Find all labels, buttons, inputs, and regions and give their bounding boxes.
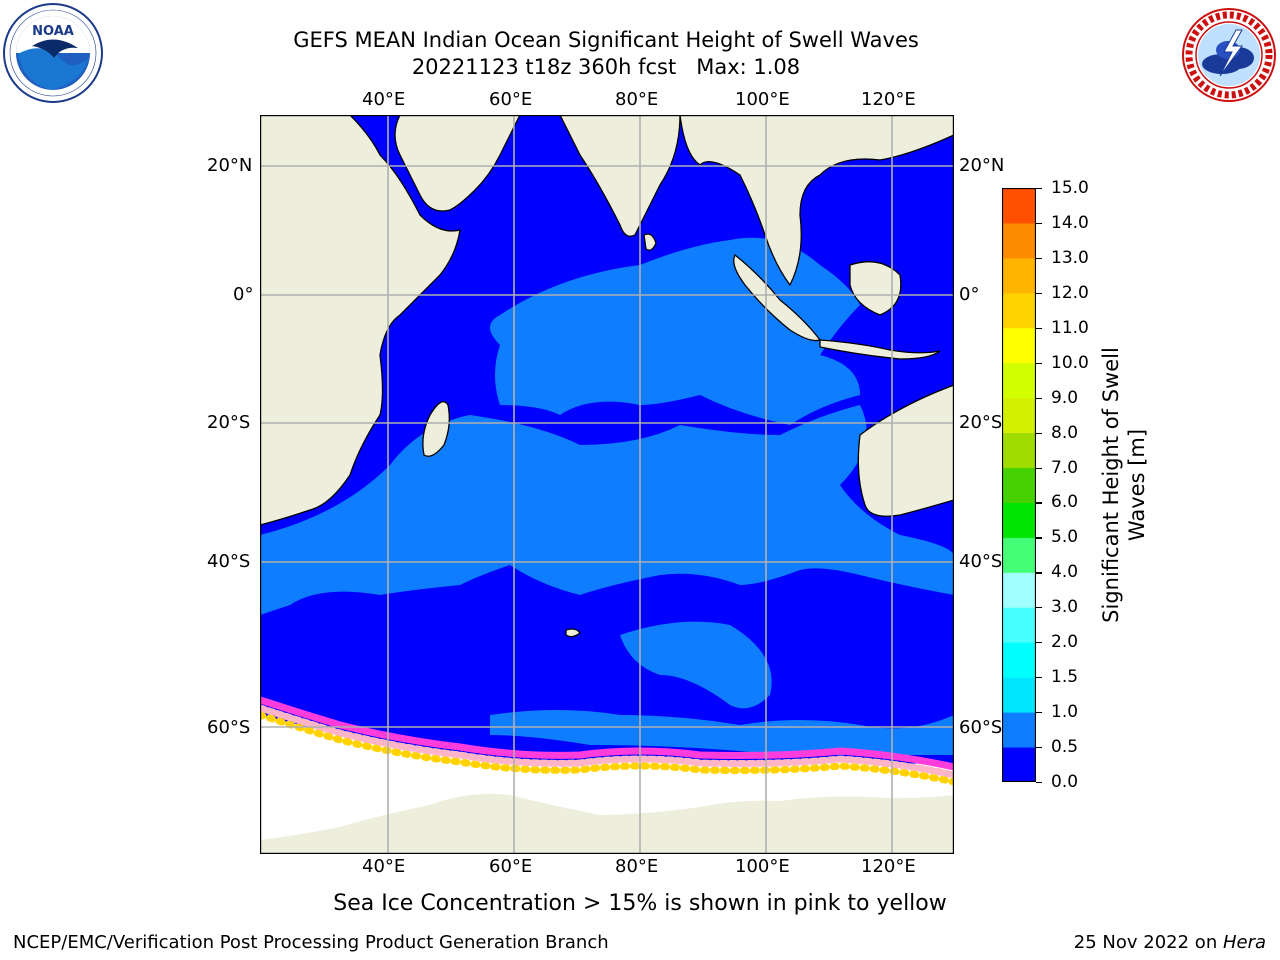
- colorbar-tick-label: 15.0: [1051, 178, 1089, 198]
- sea-ice-note: Sea Ice Concentration > 15% is shown in …: [333, 891, 947, 916]
- footer-machine: Hera: [1222, 932, 1266, 953]
- lat-label-right: 20°S: [959, 412, 1003, 433]
- colorbar-tick-mark: [1036, 188, 1042, 190]
- lon-label-top: 120°E: [861, 89, 916, 110]
- colorbar-band: [1002, 257, 1036, 294]
- colorbar: [1002, 188, 1036, 782]
- colorbar-band: [1002, 467, 1036, 503]
- colorbar-band: [1002, 432, 1036, 469]
- colorbar-tick-label: 13.0: [1051, 247, 1089, 268]
- colorbar-tick-label: 4.0: [1051, 562, 1079, 583]
- colorbar-tick-label: 0.0: [1051, 772, 1079, 792]
- noaa-logo-icon: NOAA: [3, 3, 103, 103]
- lat-label-left: 60°S: [207, 717, 251, 738]
- colorbar-tick-label: 1.0: [1051, 702, 1079, 723]
- sea-ice-area: [260, 715, 954, 840]
- colorbar-band: [1002, 502, 1036, 538]
- colorbar-tick-labels: 0.0 0.5 1.0 1.5 2.0 3.0 4.0 5.0 6.0 7.0 8.0 9.0 10.0…: [1036, 179, 1096, 791]
- colorbar-tick-mark: [1036, 502, 1042, 504]
- colorbar-tick-label: 14.0: [1051, 212, 1089, 233]
- lat-label-right: 40°S: [959, 551, 1003, 572]
- colorbar-band: [1002, 712, 1036, 748]
- noaa-logo-text: NOAA: [32, 24, 74, 39]
- colorbar-tick-label: 7.0: [1051, 457, 1079, 478]
- colorbar-band: [1002, 572, 1036, 608]
- colorbar-tick-label: 8.0: [1051, 422, 1079, 443]
- colorbar-tick-mark: [1036, 467, 1042, 469]
- colorbar-band: [1002, 642, 1036, 678]
- colorbar-band: [1002, 537, 1036, 573]
- map-area: [259, 114, 955, 855]
- colorbar-label-line1: Significant Height of Swell: [1099, 347, 1123, 623]
- lat-label-right: 0°: [959, 284, 980, 305]
- lat-label-right: 60°S: [959, 717, 1003, 738]
- chart-subtitle: 20221123 t18z 360h fcst Max: 1.08: [411, 55, 801, 79]
- lon-label-bottom: 100°E: [735, 856, 790, 877]
- colorbar-band: [1002, 188, 1036, 224]
- sea-ice-edge: [260, 696, 954, 786]
- lon-label-bottom: 40°E: [362, 856, 406, 877]
- colorbar-tick-label: 9.0: [1051, 387, 1079, 408]
- chart-title: GEFS MEAN Indian Ocean Significant Heigh…: [293, 28, 919, 52]
- colorbar-tick-label: 5.0: [1051, 527, 1079, 548]
- footer-credit: NCEP/EMC/Verification Post Processing Pr…: [13, 932, 609, 953]
- lon-label-bottom: 120°E: [861, 856, 916, 877]
- colorbar-tick-label: 11.0: [1051, 317, 1089, 338]
- lon-label-bottom: 60°E: [489, 856, 533, 877]
- swell-height-map: [259, 114, 955, 855]
- colorbar-tick-label: 6.0: [1051, 492, 1079, 513]
- lat-label-left: 40°S: [207, 551, 251, 572]
- colorbar-tick-mark: [1036, 362, 1042, 364]
- colorbar-tick-mark: [1036, 292, 1042, 294]
- footer-date-text: 25 Nov 2022 on: [1073, 932, 1223, 953]
- colorbar-tick-mark: [1036, 327, 1042, 329]
- colorbar-tick-mark: [1036, 222, 1042, 225]
- lon-label-top: 80°E: [615, 89, 659, 110]
- colorbar-band: [1002, 362, 1036, 399]
- colorbar-label-line2: Waves [m]: [1125, 428, 1149, 542]
- map-gridlines: [260, 115, 954, 854]
- lon-label-top: 40°E: [362, 89, 406, 110]
- map-frame: [259, 114, 955, 855]
- lat-label-right: 20°N: [959, 155, 1005, 176]
- lon-label-top: 100°E: [735, 89, 790, 110]
- colorbar-band: [1002, 677, 1036, 713]
- colorbar-tick-mark: [1036, 642, 1042, 644]
- colorbar-tick-label: 12.0: [1051, 282, 1089, 303]
- colorbar-tick-label: 10.0: [1051, 352, 1089, 373]
- lat-label-left: 20°N: [207, 155, 253, 176]
- colorbar-band: [1002, 222, 1036, 259]
- colorbar-tick-mark: [1036, 432, 1042, 434]
- colorbar-tick-mark: [1036, 397, 1042, 399]
- colorbar-band: [1002, 292, 1036, 329]
- lon-label-bottom: 80°E: [615, 856, 659, 877]
- colorbar-tick-label: 2.0: [1051, 632, 1079, 653]
- colorbar-tick-mark: [1036, 572, 1042, 574]
- colorbar-tick-mark: [1036, 747, 1042, 749]
- colorbar-tick-label: 3.0: [1051, 597, 1079, 618]
- colorbar-band: [1002, 327, 1036, 364]
- colorbar-band: [1002, 397, 1036, 434]
- colorbar-tick-mark: [1036, 537, 1042, 539]
- colorbar-tick-mark: [1036, 607, 1042, 609]
- footer-date: 25 Nov 2022 on Hera: [1074, 932, 1266, 954]
- colorbar-tick-label: 1.5: [1051, 667, 1079, 688]
- colorbar-tick-mark: [1036, 712, 1042, 714]
- colorbar-band: [1002, 607, 1036, 643]
- lat-label-left: 0°: [233, 284, 254, 305]
- colorbar-tick-label: 0.5: [1051, 737, 1079, 758]
- lat-label-left: 20°S: [207, 412, 251, 433]
- colorbar-band: [1002, 747, 1036, 782]
- lon-label-top: 60°E: [489, 89, 533, 110]
- colorbar-tick-mark: [1036, 257, 1042, 260]
- colorbar-tick-mark: [1036, 782, 1042, 784]
- nws-logo-icon: [1182, 8, 1276, 102]
- colorbar-tick-mark: [1036, 677, 1042, 679]
